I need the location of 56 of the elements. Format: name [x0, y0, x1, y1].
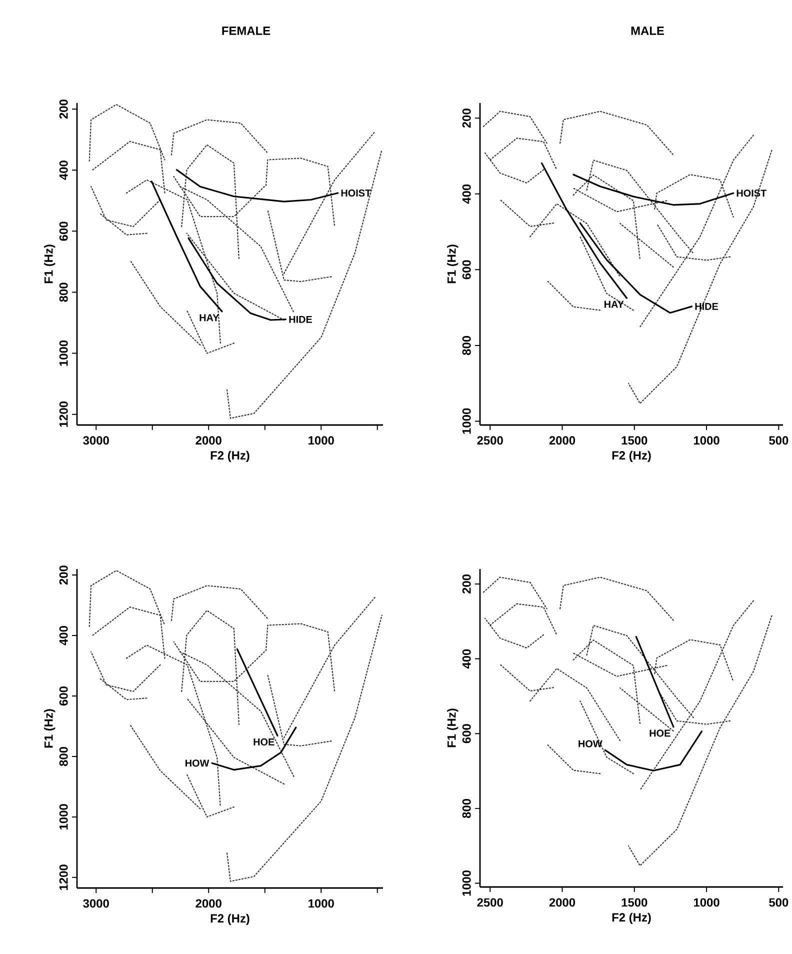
series-label: HOIST: [341, 190, 372, 197]
series-label: HOW: [186, 760, 210, 767]
y-tick-label: 800: [462, 798, 471, 818]
x-tick-label: 500: [769, 436, 788, 445]
series-label: HOE: [650, 730, 670, 737]
series-label: HOE: [254, 738, 274, 746]
y-axis-title: F1 (Hz): [44, 244, 56, 284]
x-tick-label: 2000: [196, 436, 222, 445]
x-axis-title: F2 (Hz): [612, 912, 651, 924]
y-tick-label: 600: [462, 724, 471, 744]
x-tick-label: 1500: [622, 898, 648, 907]
y-tick-label: 800: [462, 336, 471, 356]
x-axis-title: F2 (Hz): [210, 914, 250, 925]
x-tick-label: 1000: [308, 899, 334, 908]
x-tick-label: 500: [769, 898, 788, 907]
y-tick-label: 1200: [59, 864, 68, 890]
x-tick-label: 2000: [549, 898, 576, 907]
x-tick-label: 2500: [477, 436, 503, 445]
x-axis-title: F2 (Hz): [210, 450, 250, 462]
y-tick-label: 1200: [59, 402, 68, 427]
x-tick-label: 1000: [694, 898, 720, 907]
series-label: HAY: [200, 314, 220, 322]
series-label: HIDE: [289, 316, 312, 323]
x-tick-label: 1500: [622, 436, 648, 445]
y-tick-label: 600: [462, 260, 471, 280]
y-tick-label: 400: [462, 649, 471, 669]
series-label: HAY: [604, 300, 624, 308]
chart-title: FEMALE: [222, 26, 270, 35]
y-tick-label: 400: [59, 160, 68, 180]
y-tick-label: 400: [59, 626, 68, 646]
y-tick-label: 200: [462, 574, 471, 594]
x-tick-label: 2000: [196, 899, 222, 908]
x-axis-title: F2 (Hz): [612, 450, 651, 462]
series-label: HOIST: [736, 190, 767, 197]
y-tick-label: 200: [59, 566, 68, 585]
y-tick-label: 400: [462, 184, 471, 204]
y-tick-label: 1000: [59, 340, 68, 366]
x-tick-label: 2000: [549, 436, 576, 445]
y-tick-label: 800: [59, 746, 68, 766]
y-tick-label: 1000: [59, 804, 68, 830]
y-axis-title: F1 (Hz): [447, 244, 458, 284]
x-tick-label: 1000: [308, 436, 334, 445]
x-tick-label: 2500: [477, 898, 503, 907]
y-tick-label: 600: [59, 686, 68, 706]
y-tick-label: 600: [59, 222, 68, 241]
y-tick-label: 800: [59, 282, 68, 302]
x-tick-label: 1000: [694, 436, 720, 445]
y-axis-title: F1 (Hz): [447, 708, 458, 748]
x-tick-label: 3000: [83, 436, 109, 445]
series-label: HOW: [578, 740, 602, 748]
chart-title: MALE: [631, 26, 664, 35]
series-label: HIDE: [695, 302, 718, 310]
y-tick-label: 200: [59, 100, 68, 119]
y-tick-label: 200: [462, 108, 471, 128]
x-tick-label: 3000: [83, 899, 109, 908]
y-axis-title: F1 (Hz): [44, 709, 56, 748]
